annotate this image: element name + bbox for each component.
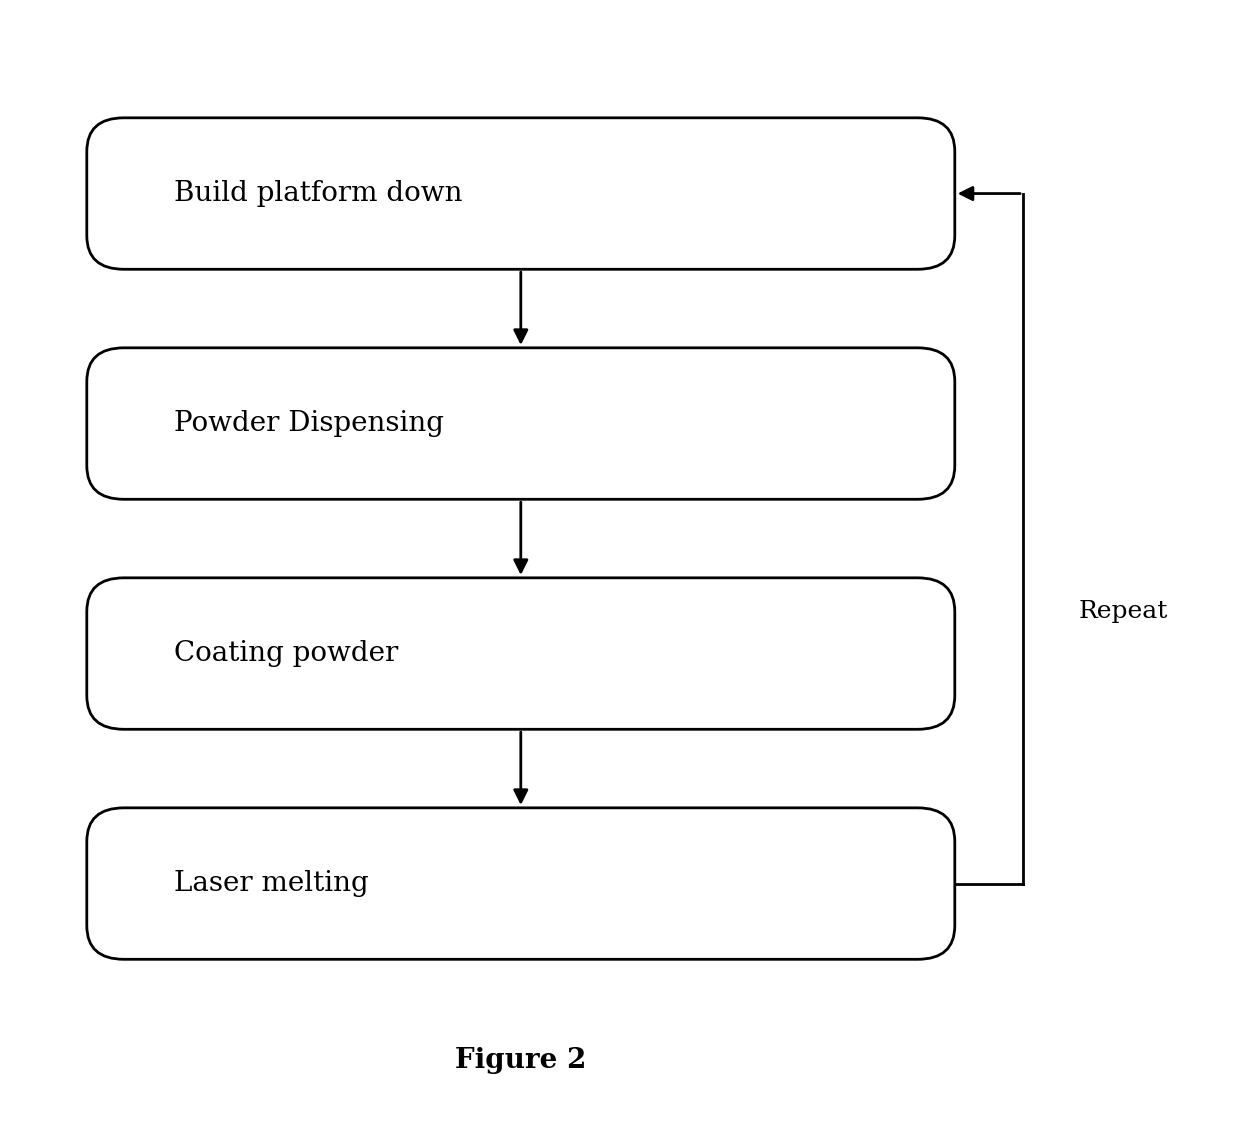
Text: Coating powder: Coating powder bbox=[174, 640, 398, 668]
FancyBboxPatch shape bbox=[87, 118, 955, 269]
Text: Figure 2: Figure 2 bbox=[455, 1047, 587, 1074]
FancyBboxPatch shape bbox=[87, 348, 955, 499]
Text: Repeat: Repeat bbox=[1079, 600, 1168, 623]
Text: Powder Dispensing: Powder Dispensing bbox=[174, 410, 444, 438]
Text: Laser melting: Laser melting bbox=[174, 870, 368, 898]
FancyBboxPatch shape bbox=[87, 808, 955, 959]
FancyBboxPatch shape bbox=[87, 578, 955, 729]
Text: Build platform down: Build platform down bbox=[174, 180, 463, 208]
